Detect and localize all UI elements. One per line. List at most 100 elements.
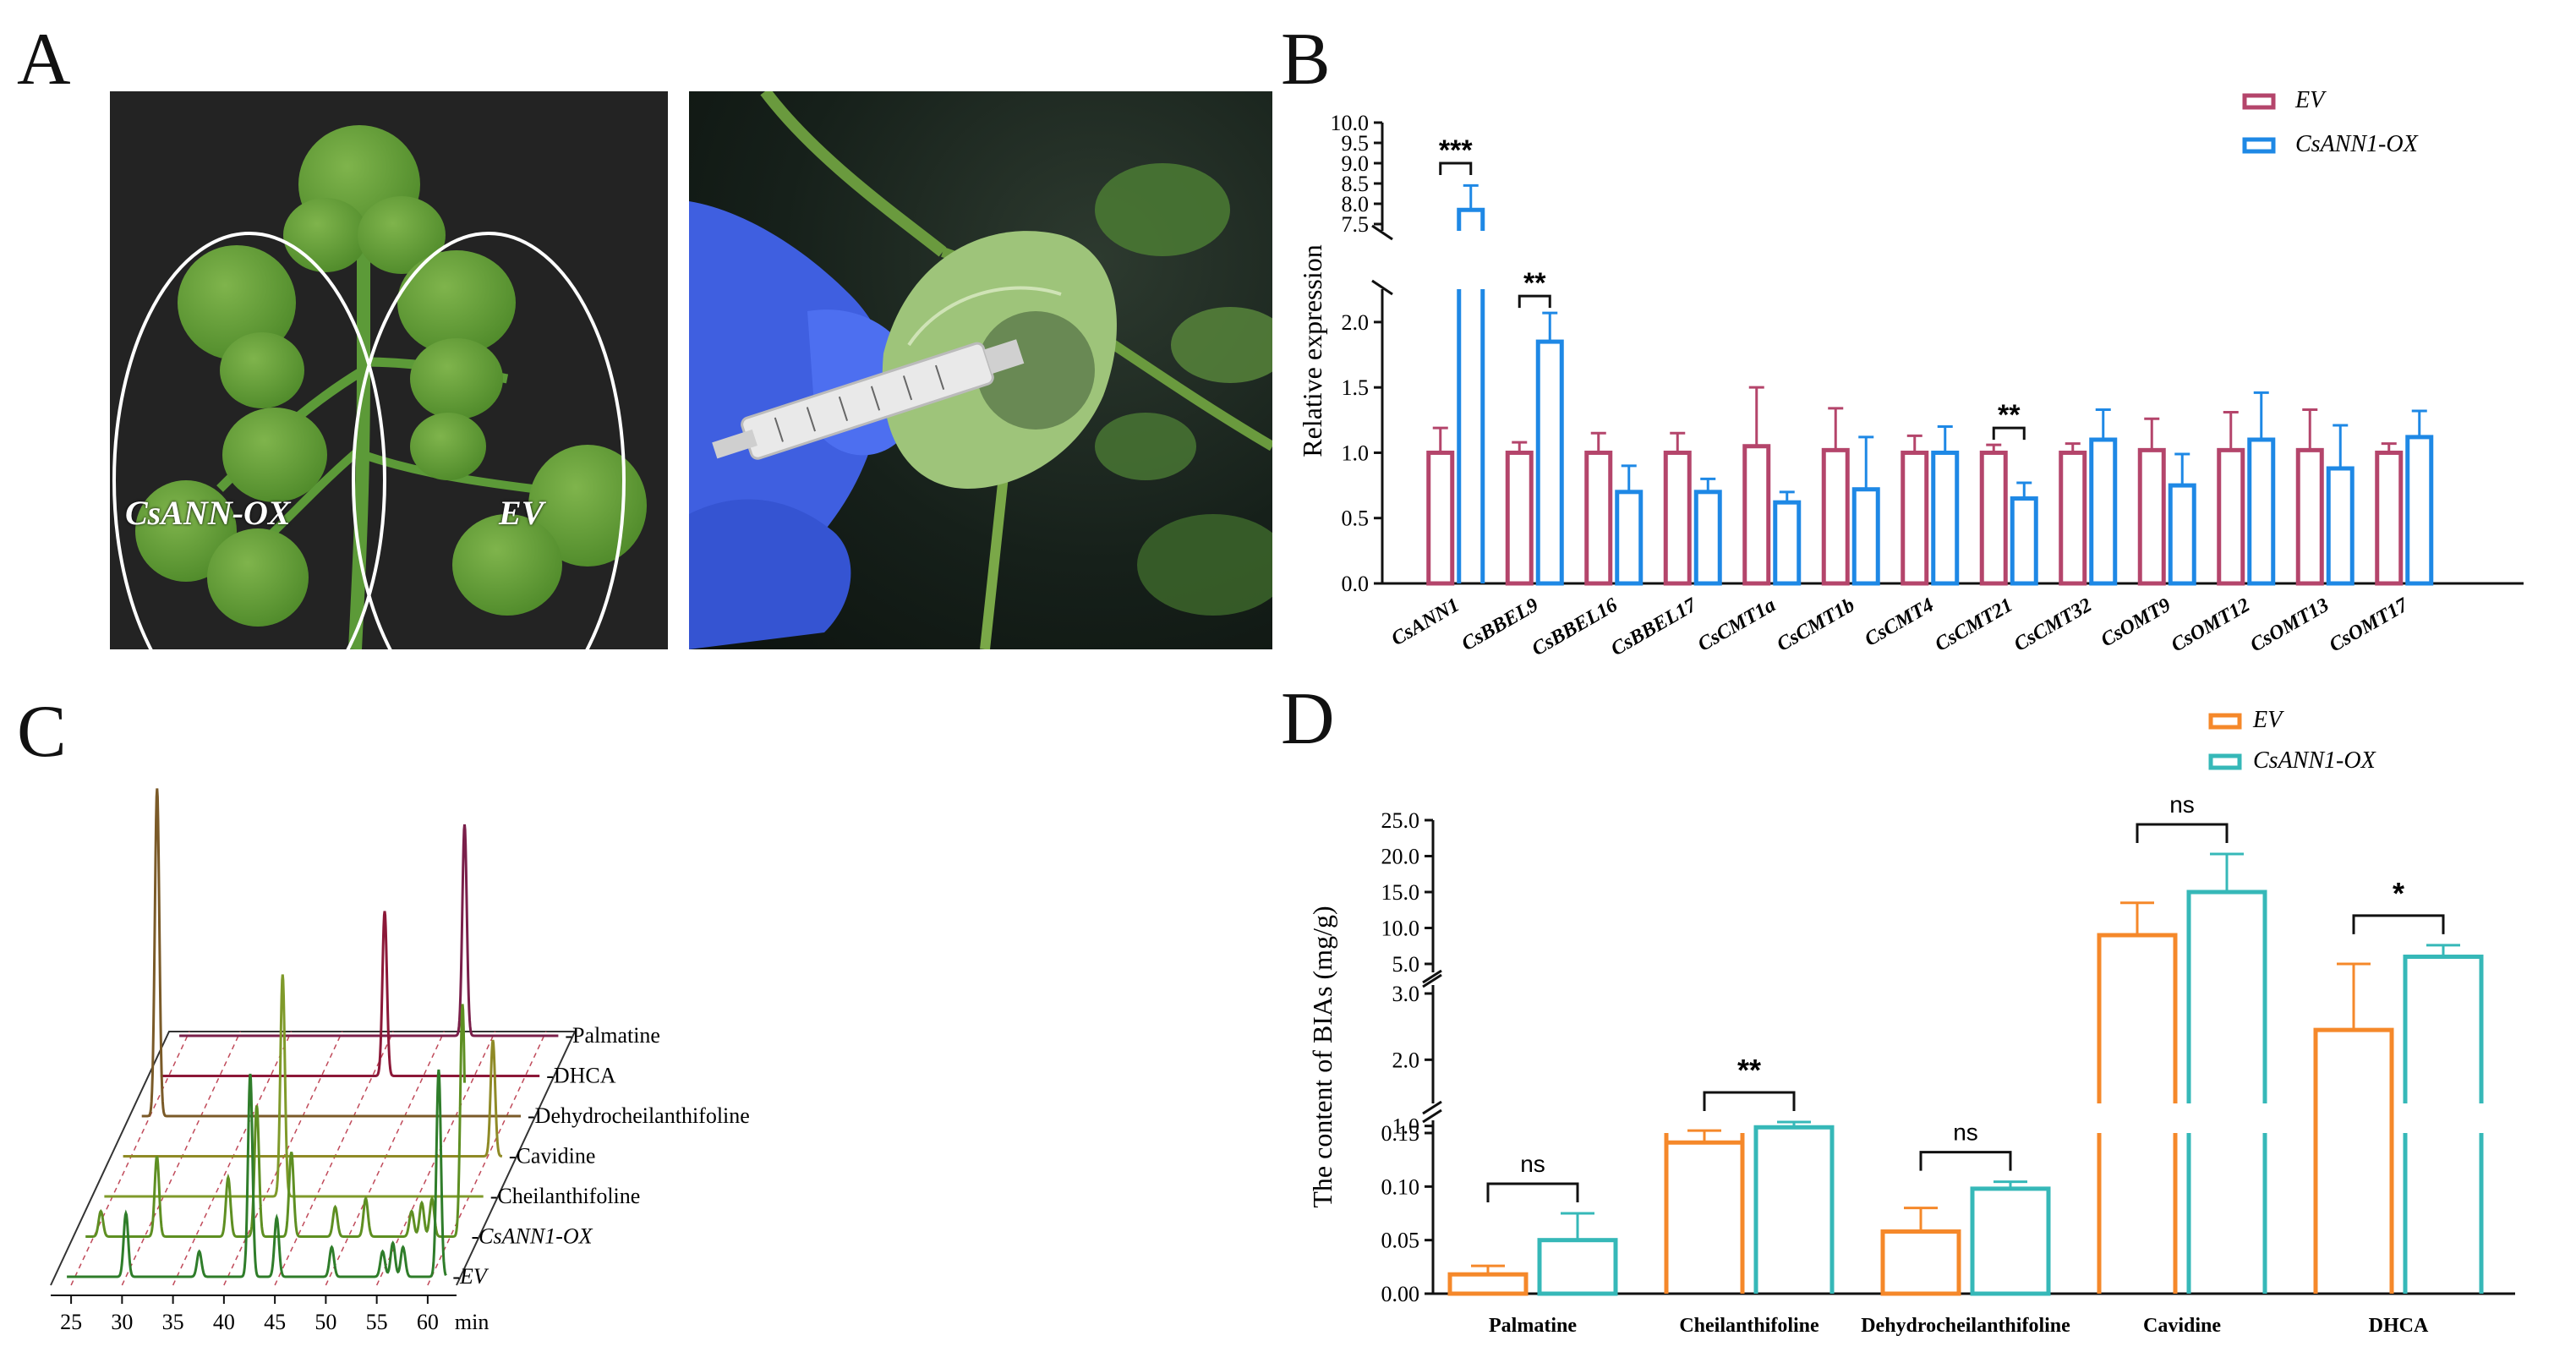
x-tick-label: CsOMT9 (2097, 594, 2175, 652)
y-tick-label: 9.5 (1342, 131, 1370, 156)
chromatogram-floor (50, 1031, 577, 1286)
bar (2097, 994, 2178, 1103)
x-tick-label: 35 (162, 1310, 184, 1334)
legend-label: CsANN1-OX (2295, 131, 2419, 157)
bar (2168, 483, 2196, 586)
bar (1851, 487, 1880, 586)
y-tick-label: 15.0 (1381, 880, 1420, 905)
x-tick-label: CsBBEL9 (1458, 594, 1543, 656)
significance-bracket (1919, 1151, 2012, 1171)
y-tick-label: 2.0 (1342, 310, 1370, 335)
leaf-illustration (112, 125, 647, 649)
x-tick-label: CsCMT4 (1861, 594, 1937, 651)
y-tick-label: 10.0 (1381, 917, 1420, 941)
trace-label: -Palmatine (565, 1023, 660, 1048)
legend-swatch (2242, 93, 2276, 110)
x-tick-label: CsCMT1b (1773, 594, 1858, 656)
bar (1664, 1133, 1745, 1294)
bar (1693, 490, 1722, 586)
y-tick-label: 8.0 (1342, 192, 1370, 216)
bar (1663, 450, 1692, 586)
legend-swatch (2208, 713, 2242, 730)
x-tick-label: 60 (417, 1310, 439, 1334)
trace-label: -CsANN1-OX (472, 1224, 593, 1249)
y-tick-label: 0.15 (1381, 1121, 1420, 1146)
bar (1901, 450, 1929, 586)
bar (2375, 450, 2404, 586)
y-tick-label: 8.5 (1342, 172, 1370, 196)
x-tick-label: DHCA (2369, 1315, 2429, 1337)
bar (1742, 444, 1771, 586)
chromatogram-trace (141, 788, 521, 1118)
x-tick-label: CsANN1 (1388, 594, 1463, 651)
bar (1970, 1186, 2051, 1296)
y-tick-label: 0.05 (1381, 1229, 1420, 1253)
bar (1457, 289, 1485, 583)
x-tick-label: Dehydrocheilanthifoline (1861, 1315, 2070, 1337)
x-tick-label: CsCMT1a (1694, 594, 1780, 656)
legend-swatch (2208, 753, 2242, 770)
x-tick-label: CsOMT17 (2326, 594, 2413, 656)
y-tick-label: 3.0 (1392, 982, 1420, 1006)
y-tick-label: 25.0 (1381, 808, 1420, 833)
injection-photo (689, 91, 1272, 649)
bar (1753, 1125, 1835, 1192)
bar (2313, 1027, 2394, 1192)
x-tick-label: 50 (314, 1310, 336, 1334)
significance-bracket (2136, 823, 2229, 843)
legend-label: EV (2294, 87, 2327, 113)
bar (2097, 1133, 2178, 1294)
significance-label: ns (2169, 791, 2195, 818)
chart-b-relative-expression: 0.0 0.5 1.0 1.5 2.0 7.58.08.59.09.510.0 Relati… (1297, 87, 2524, 660)
bar (2089, 437, 2118, 586)
grid-line (172, 1031, 293, 1286)
legend-label: EV (2252, 707, 2284, 733)
bar (2313, 1133, 2394, 1294)
significance-label: ns (1953, 1119, 1978, 1146)
y-tick-label: 10.0 (1331, 111, 1370, 135)
bar (2217, 447, 2245, 586)
label-csann-ox: CsANN-OX (125, 494, 291, 532)
axis-break-mark (1422, 1100, 1442, 1115)
bar (2186, 890, 2267, 1103)
bar (2405, 435, 2434, 586)
grid-line (121, 1031, 242, 1286)
bar (2326, 466, 2354, 586)
x-tick-label: CsCMT32 (2010, 594, 2096, 656)
bar (1505, 450, 1534, 586)
y-tick-label: 5.0 (1392, 952, 1420, 977)
x-tick-label: 40 (213, 1310, 235, 1334)
y-axis-label: Relative expression (1297, 244, 1327, 457)
y-tick-label: 9.0 (1342, 151, 1370, 176)
x-tick-label: Palmatine (1489, 1315, 1577, 1337)
bar (1880, 1229, 1961, 1296)
bar (2403, 955, 2484, 1103)
y-tick-label: 0.0 (1342, 572, 1370, 596)
panel-letter-b: B (1281, 19, 1331, 101)
grid-line (274, 1031, 394, 1286)
x-tick-label: CsBBEL17 (1607, 594, 1701, 660)
bar (1535, 339, 1564, 586)
chromatogram-trace (67, 1069, 447, 1278)
significance-bracket (1486, 1182, 1579, 1202)
bar (2295, 447, 2324, 586)
significance-bracket (1992, 426, 2026, 441)
x-tick-label: CsOMT12 (2168, 594, 2254, 657)
bar (1664, 1140, 1745, 1192)
chromatogram-trace (160, 911, 540, 1077)
bar (1931, 450, 1960, 586)
axis-break-mark (1422, 969, 1442, 984)
bar (2186, 1133, 2267, 1294)
y-tick-label: 2.0 (1392, 1048, 1420, 1072)
bar (2186, 994, 2267, 1103)
grid-line (427, 1031, 547, 1286)
trace-label: -DHCA (546, 1064, 616, 1088)
significance-bracket (2352, 914, 2445, 934)
bar (1426, 450, 1455, 586)
bar (2403, 994, 2484, 1103)
bar (1753, 1133, 1835, 1294)
y-tick-label: 1.5 (1342, 375, 1370, 400)
x-tick-label: 55 (366, 1310, 388, 1334)
x-tick-label: 25 (60, 1310, 82, 1334)
bar (1773, 500, 1802, 586)
